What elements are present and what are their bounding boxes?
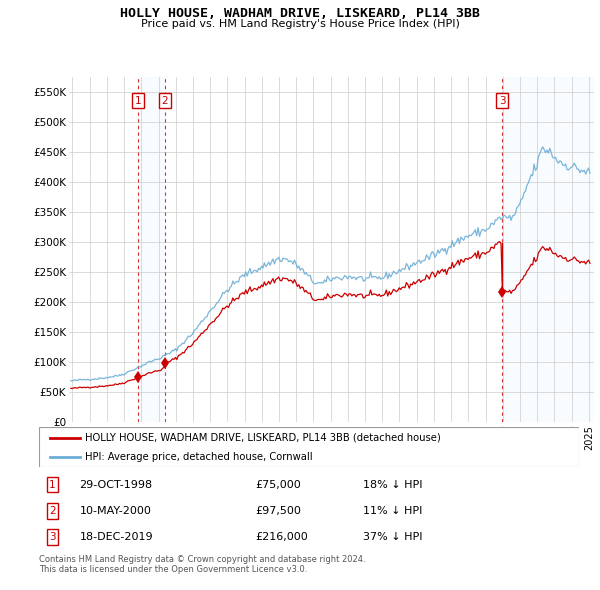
Bar bbox=[502, 77, 594, 422]
Text: £75,000: £75,000 bbox=[255, 480, 301, 490]
Text: 3: 3 bbox=[49, 532, 56, 542]
Text: HOLLY HOUSE, WADHAM DRIVE, LISKEARD, PL14 3BB (detached house): HOLLY HOUSE, WADHAM DRIVE, LISKEARD, PL1… bbox=[85, 433, 440, 443]
Text: 11% ↓ HPI: 11% ↓ HPI bbox=[363, 506, 422, 516]
Text: This data is licensed under the Open Government Licence v3.0.: This data is licensed under the Open Gov… bbox=[39, 565, 307, 574]
Bar bbox=[139, 77, 165, 422]
Text: 18% ↓ HPI: 18% ↓ HPI bbox=[363, 480, 422, 490]
Text: 29-OCT-1998: 29-OCT-1998 bbox=[79, 480, 152, 490]
FancyBboxPatch shape bbox=[39, 427, 579, 467]
Text: 1: 1 bbox=[135, 96, 142, 106]
Text: £216,000: £216,000 bbox=[255, 532, 308, 542]
Text: 3: 3 bbox=[499, 96, 505, 106]
Text: 1: 1 bbox=[49, 480, 56, 490]
Text: HOLLY HOUSE, WADHAM DRIVE, LISKEARD, PL14 3BB: HOLLY HOUSE, WADHAM DRIVE, LISKEARD, PL1… bbox=[120, 7, 480, 20]
Text: Contains HM Land Registry data © Crown copyright and database right 2024.: Contains HM Land Registry data © Crown c… bbox=[39, 555, 365, 563]
Text: 18-DEC-2019: 18-DEC-2019 bbox=[79, 532, 153, 542]
Text: £97,500: £97,500 bbox=[255, 506, 301, 516]
Text: 2: 2 bbox=[49, 506, 56, 516]
Text: HPI: Average price, detached house, Cornwall: HPI: Average price, detached house, Corn… bbox=[85, 453, 313, 462]
Text: 37% ↓ HPI: 37% ↓ HPI bbox=[363, 532, 422, 542]
Text: Price paid vs. HM Land Registry's House Price Index (HPI): Price paid vs. HM Land Registry's House … bbox=[140, 19, 460, 30]
Text: 2: 2 bbox=[161, 96, 168, 106]
Text: 10-MAY-2000: 10-MAY-2000 bbox=[79, 506, 151, 516]
